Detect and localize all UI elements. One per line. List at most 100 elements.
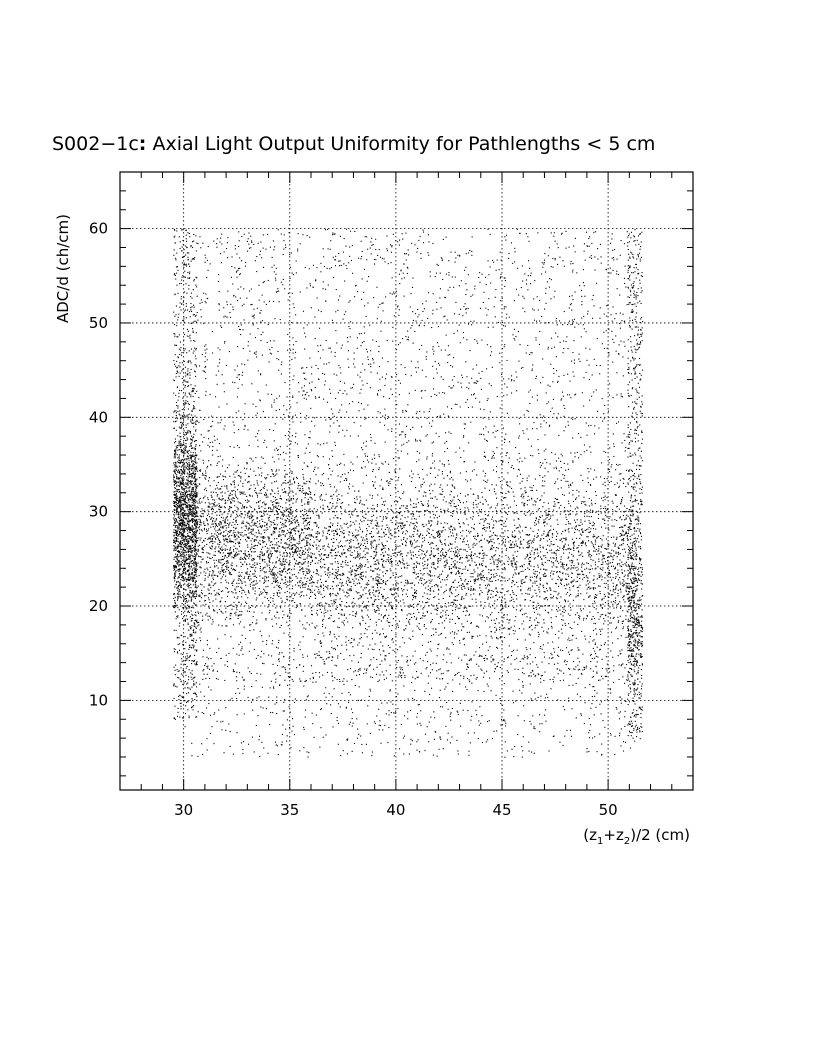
scatter-point <box>305 583 307 585</box>
scatter-point <box>264 485 266 487</box>
scatter-point <box>185 303 187 305</box>
scatter-point <box>176 637 178 639</box>
scatter-point <box>350 539 352 541</box>
scatter-point <box>285 571 287 573</box>
scatter-point <box>235 553 237 555</box>
scatter-point <box>443 464 445 466</box>
scatter-point <box>240 516 242 518</box>
scatter-point <box>194 477 196 479</box>
scatter-point <box>480 564 482 566</box>
scatter-point <box>272 532 274 534</box>
scatter-point <box>194 484 196 486</box>
scatter-point <box>289 481 291 483</box>
scatter-point <box>198 501 200 503</box>
scatter-point <box>294 521 296 523</box>
scatter-point <box>521 510 523 512</box>
scatter-point <box>604 512 606 514</box>
scatter-point <box>290 509 292 511</box>
scatter-point <box>250 525 252 527</box>
scatter-point <box>204 489 206 491</box>
scatter-point <box>254 548 256 550</box>
scatter-point <box>252 566 254 568</box>
scatter-point <box>234 531 236 533</box>
scatter-point <box>181 303 183 305</box>
scatter-point <box>292 592 294 594</box>
scatter-point <box>173 462 175 464</box>
scatter-point <box>317 580 319 582</box>
scatter-point <box>189 506 191 508</box>
scatter-point <box>578 491 580 493</box>
scatter-point <box>215 524 217 526</box>
scatter-point <box>177 547 179 549</box>
scatter-point <box>181 603 183 605</box>
scatter-point <box>192 495 194 497</box>
scatter-point <box>174 578 176 580</box>
scatter-point <box>299 542 301 544</box>
scatter-point <box>185 606 187 608</box>
scatter-point <box>222 552 224 554</box>
scatter-point <box>214 551 216 553</box>
scatter-point <box>173 500 175 502</box>
scatter-point <box>197 555 199 557</box>
scatter-point <box>190 490 192 492</box>
scatter-point <box>356 496 358 498</box>
scatter-point <box>515 563 517 565</box>
scatter-point <box>194 340 196 342</box>
scatter-point <box>185 561 187 563</box>
scatter-point <box>499 575 501 577</box>
scatter-point <box>268 516 270 518</box>
scatter-point <box>181 673 183 675</box>
scatter-point <box>397 457 399 459</box>
scatter-point <box>182 244 184 246</box>
scatter-point <box>256 622 258 624</box>
scatter-point <box>199 469 201 471</box>
scatter-point <box>397 659 399 661</box>
scatter-point <box>189 277 191 279</box>
scatter-point <box>191 566 193 568</box>
scatter-point <box>453 497 455 499</box>
scatter-point <box>182 443 184 445</box>
scatter-point <box>272 600 274 602</box>
scatter-point <box>194 692 196 694</box>
scatter-point <box>310 592 312 594</box>
scatter-point <box>580 542 582 544</box>
scatter-point <box>190 444 192 446</box>
scatter-point <box>298 562 300 564</box>
scatter-point <box>266 592 268 594</box>
scatter-point <box>250 559 252 561</box>
scatter-point <box>176 554 178 556</box>
scatter-point <box>179 349 181 351</box>
scatter-point <box>175 530 177 532</box>
scatter-point <box>253 580 255 582</box>
scatter-point <box>187 524 189 526</box>
scatter-point <box>223 525 225 527</box>
scatter-point <box>221 558 223 560</box>
scatter-point <box>277 493 279 495</box>
scatter-point <box>188 469 190 471</box>
scatter-point <box>221 526 223 528</box>
scatter-point <box>190 442 192 444</box>
scatter-point <box>270 541 272 543</box>
scatter-point <box>176 505 178 507</box>
scatter-point <box>178 565 180 567</box>
scatter-point <box>604 602 606 604</box>
scatter-point <box>537 449 539 451</box>
scatter-point <box>175 305 177 307</box>
scatter-point <box>233 535 235 537</box>
scatter-point <box>174 596 176 598</box>
scatter-point <box>196 366 198 368</box>
scatter-point <box>282 546 284 548</box>
scatter-point <box>192 520 194 522</box>
scatter-point <box>182 534 184 536</box>
scatter-point <box>315 532 317 534</box>
scatter-point <box>279 446 281 448</box>
scatter-point <box>188 471 190 473</box>
scatter-point <box>247 522 249 524</box>
scatter-point <box>226 560 228 562</box>
scatter-point <box>253 551 255 553</box>
scatter-point <box>204 537 206 539</box>
scatter-point <box>183 263 185 265</box>
scatter-point <box>373 601 375 603</box>
scatter-point <box>473 512 475 514</box>
scatter-point <box>179 506 181 508</box>
